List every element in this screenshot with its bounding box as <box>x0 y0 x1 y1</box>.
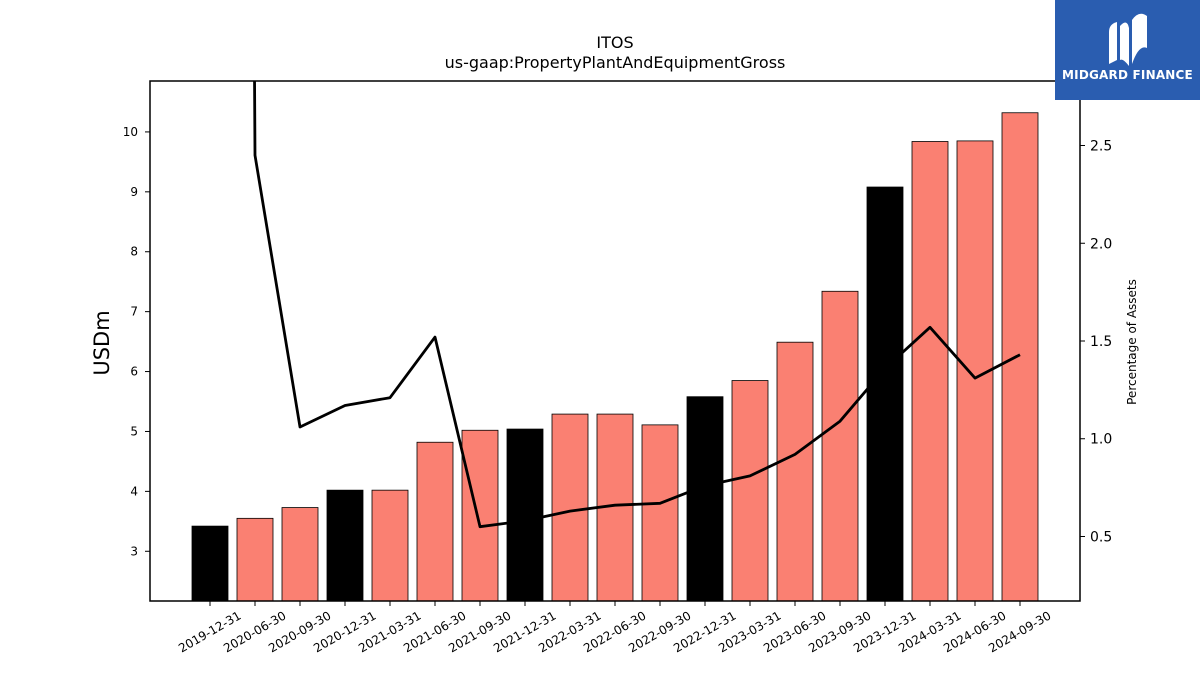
chart-title: ITOS <box>596 33 633 52</box>
bar <box>731 380 769 602</box>
bar <box>641 424 679 602</box>
y-tick-label: 6 <box>130 365 138 379</box>
bar <box>191 525 229 602</box>
y2-tick-label: 2.5 <box>1090 139 1112 155</box>
midgard-logo-icon <box>1109 13 1147 67</box>
bar <box>911 141 949 602</box>
bar <box>371 489 409 602</box>
line-series <box>253 81 1021 529</box>
y-tick-label: 10 <box>123 125 138 139</box>
bar <box>506 428 544 602</box>
y-tick-label: 9 <box>130 185 138 199</box>
bar <box>776 341 814 602</box>
brand-name: MIDGARD FINANCE <box>1062 68 1193 82</box>
bar <box>281 507 319 602</box>
y-tick-label: 5 <box>130 424 138 438</box>
y2-tick-label: 2.0 <box>1090 236 1112 252</box>
bar <box>461 429 499 602</box>
chart-subtitle: us-gaap:PropertyPlantAndEquipmentGross <box>445 53 786 72</box>
bar <box>551 413 589 602</box>
y2-tick-label: 0.5 <box>1090 529 1112 545</box>
y2-tick-label: 1.0 <box>1090 432 1112 448</box>
series-line <box>253 81 1021 529</box>
y-tick-label: 7 <box>130 305 138 319</box>
brand-logo: MIDGARD FINANCE <box>1055 0 1200 100</box>
bar <box>1001 112 1039 602</box>
bar <box>866 186 904 602</box>
x-axis-ticks: 2019-12-312020-06-302020-09-302020-12-31… <box>176 601 1054 655</box>
y-axis-ticks: 3 4 5 6 7 8 9 10 <box>123 125 150 558</box>
y-axis-label: USDm <box>90 310 114 375</box>
y2-tick-label: 1.5 <box>1090 334 1112 350</box>
bar <box>236 517 274 602</box>
bar-series <box>191 112 1039 602</box>
bar <box>821 290 859 602</box>
y-tick-label: 3 <box>130 544 138 558</box>
y-tick-label: 8 <box>130 245 138 259</box>
y-tick-label: 4 <box>130 484 138 498</box>
y2-axis-ticks: 0.5 1.0 1.5 2.0 2.5 <box>1080 139 1112 545</box>
bar <box>326 489 364 602</box>
bar <box>686 396 724 602</box>
y2-axis-label: Percentage of Assets <box>1125 279 1139 405</box>
bar <box>416 441 454 602</box>
